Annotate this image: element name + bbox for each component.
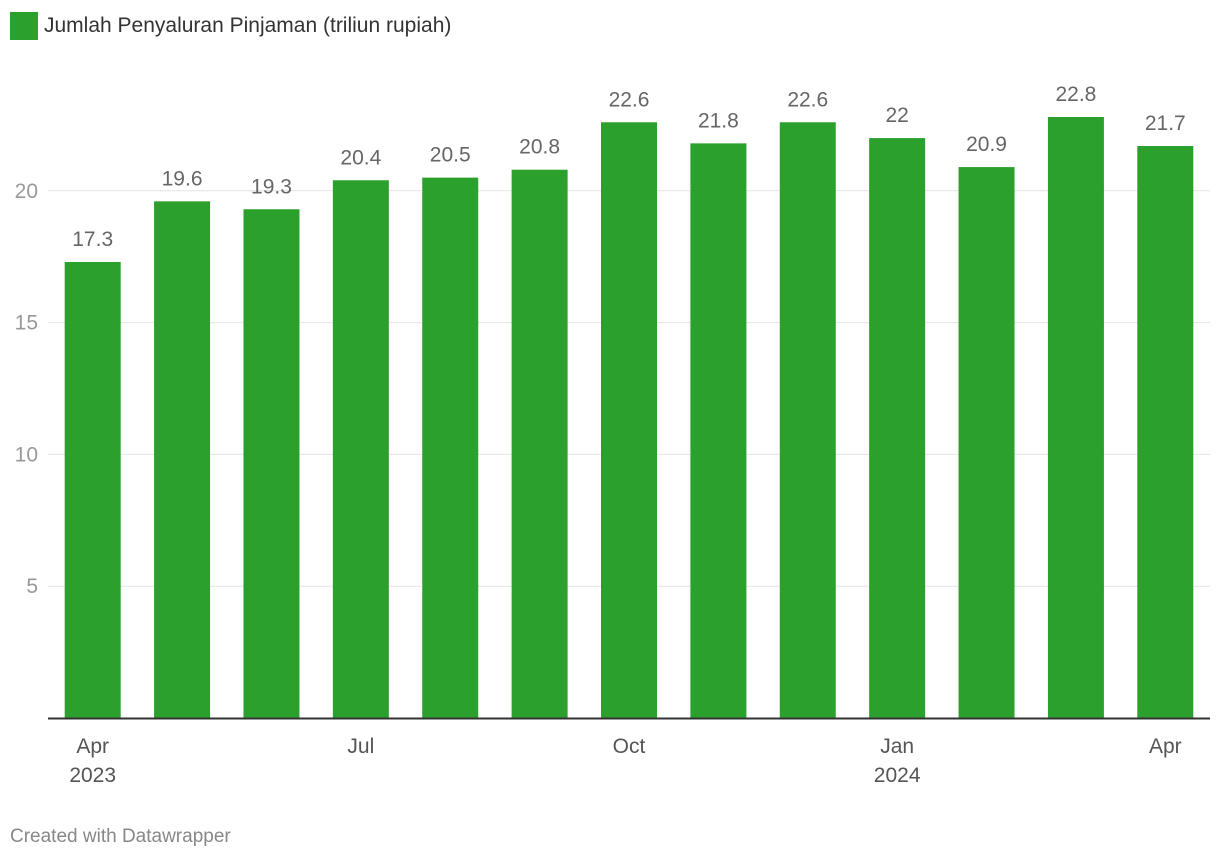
data-label: 21.7 bbox=[1145, 112, 1186, 135]
footer-credit: Created with Datawrapper bbox=[10, 826, 231, 847]
y-tick-label: 15 bbox=[15, 312, 38, 335]
x-tick-label: Apr bbox=[76, 735, 109, 758]
y-tick-label: 10 bbox=[15, 443, 38, 466]
x-tick-label: 2024 bbox=[874, 764, 921, 787]
bar bbox=[1137, 145, 1194, 718]
legend-swatch bbox=[10, 12, 38, 40]
bar bbox=[958, 167, 1015, 719]
data-label: 20.5 bbox=[430, 144, 471, 167]
legend-label: Jumlah Penyaluran Pinjaman (triliun rupi… bbox=[44, 14, 452, 37]
data-label: 22.8 bbox=[1055, 83, 1096, 106]
bar bbox=[601, 122, 657, 719]
x-tick-label: Apr bbox=[1149, 735, 1182, 758]
bar bbox=[154, 201, 211, 718]
bar bbox=[422, 177, 479, 718]
y-tick-label: 20 bbox=[15, 180, 38, 203]
data-label: 19.6 bbox=[162, 167, 203, 190]
bar-chart: 5 10 15 20 17.3 19.6 19.3 20.4 20.5 20.8 22.6 21.8 2… bbox=[15, 83, 1210, 787]
bar bbox=[1047, 116, 1104, 718]
data-label: 19.3 bbox=[251, 175, 292, 198]
data-label: 22.6 bbox=[609, 88, 650, 111]
y-tick-label: 5 bbox=[26, 575, 38, 598]
bar bbox=[690, 143, 747, 719]
bar bbox=[243, 209, 300, 718]
bar bbox=[64, 261, 121, 718]
data-label: 22.6 bbox=[787, 88, 828, 111]
data-label: 17.3 bbox=[72, 228, 113, 251]
data-label: 21.8 bbox=[698, 109, 739, 132]
data-label: 20.8 bbox=[519, 136, 560, 159]
bar bbox=[779, 122, 836, 719]
x-tick-label: 2023 bbox=[69, 764, 116, 787]
bar bbox=[869, 138, 926, 718]
data-label: 20.4 bbox=[340, 146, 381, 169]
x-tick-label: Jan bbox=[880, 735, 914, 758]
chart-legend: Jumlah Penyaluran Pinjaman (triliun rupi… bbox=[10, 11, 451, 41]
data-label: 22 bbox=[885, 104, 908, 127]
bar bbox=[332, 180, 389, 719]
data-label: 20.9 bbox=[966, 133, 1007, 156]
bar bbox=[511, 169, 568, 718]
x-tick-label: Oct bbox=[613, 735, 646, 758]
x-tick-label: Jul bbox=[347, 735, 374, 758]
